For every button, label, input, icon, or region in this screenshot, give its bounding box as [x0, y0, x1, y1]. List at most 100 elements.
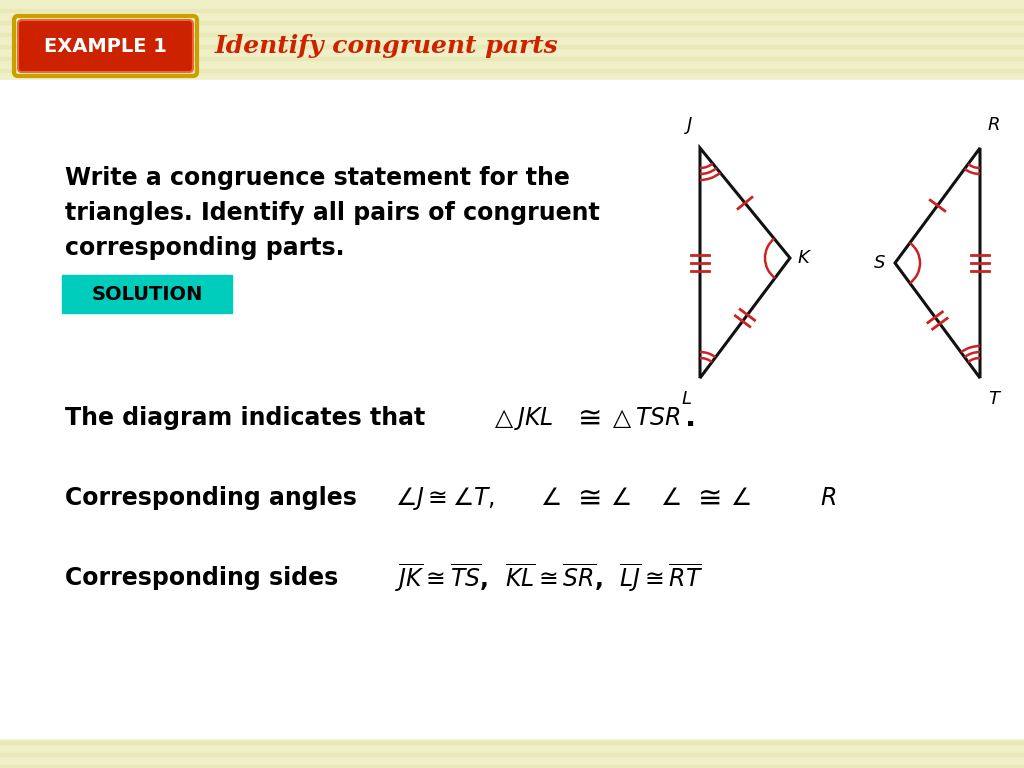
Bar	[0, 9, 1024, 12]
Bar	[0, 717, 1024, 720]
Bar	[0, 285, 1024, 288]
Text: Identify congruent parts: Identify congruent parts	[215, 34, 559, 58]
Bar	[0, 267, 1024, 270]
Bar	[0, 525, 1024, 528]
Bar	[0, 519, 1024, 522]
Bar	[0, 447, 1024, 450]
Bar	[0, 351, 1024, 354]
Bar	[0, 117, 1024, 120]
Bar	[0, 273, 1024, 276]
Bar	[0, 189, 1024, 192]
Bar	[0, 279, 1024, 282]
Bar	[0, 80, 1024, 738]
Bar	[0, 741, 1024, 744]
Bar	[0, 207, 1024, 210]
Bar	[0, 579, 1024, 582]
Bar	[0, 669, 1024, 672]
Bar	[0, 711, 1024, 714]
Text: S: S	[873, 254, 885, 272]
Bar	[0, 543, 1024, 546]
Bar	[0, 429, 1024, 432]
Bar	[0, 531, 1024, 534]
Text: $\cong$: $\cong$	[692, 484, 721, 512]
Bar	[0, 183, 1024, 186]
Bar	[0, 51, 1024, 54]
Bar	[0, 627, 1024, 630]
Bar	[0, 75, 1024, 78]
Bar	[0, 729, 1024, 732]
Bar	[0, 369, 1024, 372]
Text: $\mathit{\triangle TSR}$: $\mathit{\triangle TSR}$	[608, 406, 681, 431]
Bar	[0, 315, 1024, 318]
Bar	[0, 633, 1024, 636]
Text: $\angle$: $\angle$	[660, 486, 681, 510]
Text: The diagram indicates that: The diagram indicates that	[65, 406, 433, 430]
Bar	[0, 231, 1024, 234]
Bar	[0, 99, 1024, 102]
Bar	[0, 435, 1024, 438]
Bar	[0, 501, 1024, 504]
Bar	[0, 381, 1024, 384]
Bar	[0, 459, 1024, 462]
Bar	[62, 275, 232, 313]
Bar	[0, 111, 1024, 114]
Bar	[0, 723, 1024, 726]
Bar	[0, 69, 1024, 72]
Bar	[0, 255, 1024, 258]
Bar	[0, 567, 1024, 570]
Bar	[0, 45, 1024, 48]
Bar	[0, 393, 1024, 396]
Bar	[0, 645, 1024, 648]
Bar	[0, 57, 1024, 60]
Text: EXAMPLE 1: EXAMPLE 1	[44, 37, 167, 55]
Bar	[0, 153, 1024, 156]
Bar	[0, 87, 1024, 90]
Bar	[0, 513, 1024, 516]
Bar	[0, 609, 1024, 612]
Text: SOLUTION: SOLUTION	[91, 284, 203, 303]
Bar	[0, 651, 1024, 654]
Bar	[0, 537, 1024, 540]
Bar	[0, 585, 1024, 588]
Text: .: .	[685, 404, 696, 432]
Bar	[0, 573, 1024, 576]
Text: $\mathit{\triangle JKL}$: $\mathit{\triangle JKL}$	[490, 405, 554, 432]
Bar	[0, 309, 1024, 312]
Bar	[0, 489, 1024, 492]
Bar	[0, 21, 1024, 24]
Bar	[0, 105, 1024, 108]
Bar	[0, 705, 1024, 708]
Bar	[0, 321, 1024, 324]
Bar	[0, 477, 1024, 480]
Bar	[0, 387, 1024, 390]
Bar	[0, 507, 1024, 510]
Text: K: K	[798, 249, 810, 267]
Bar	[0, 621, 1024, 624]
Text: T: T	[988, 390, 999, 408]
Text: $\angle$: $\angle$	[610, 486, 631, 510]
Bar	[0, 681, 1024, 684]
Bar	[0, 441, 1024, 444]
Bar	[0, 159, 1024, 162]
Bar	[0, 639, 1024, 642]
Bar	[0, 549, 1024, 552]
Bar	[0, 291, 1024, 294]
Bar	[0, 483, 1024, 486]
Text: $\mathit{R}$: $\mathit{R}$	[820, 486, 837, 510]
Text: triangles. Identify all pairs of congruent: triangles. Identify all pairs of congrue…	[65, 201, 600, 225]
Bar	[0, 123, 1024, 126]
Bar	[0, 363, 1024, 366]
Text: L: L	[682, 390, 692, 408]
Bar	[0, 237, 1024, 240]
Bar	[0, 597, 1024, 600]
Bar	[0, 297, 1024, 300]
Bar	[0, 345, 1024, 348]
Bar	[0, 615, 1024, 618]
FancyBboxPatch shape	[18, 20, 193, 72]
Text: R: R	[988, 116, 1000, 134]
Text: $\angle$: $\angle$	[540, 486, 560, 510]
Text: $\angle J \cong \angle T,$: $\angle J \cong \angle T,$	[395, 485, 495, 511]
Bar	[0, 33, 1024, 36]
Bar	[0, 333, 1024, 336]
Text: corresponding parts.: corresponding parts.	[65, 236, 344, 260]
